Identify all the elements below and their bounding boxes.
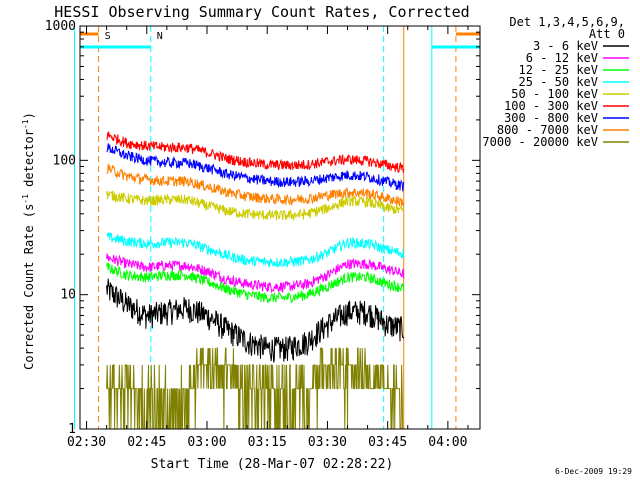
- axes: 1 10 100 1000 02:30 02:45 03:00 03:15 03:30 03:45…: [45, 19, 481, 450]
- footer-date: 6-Dec-2009 19:29: [555, 467, 632, 476]
- legend-label-3: 25 - 50 keV: [519, 75, 598, 89]
- series-line-1: [106, 253, 405, 294]
- x-tick-label: 03:00: [187, 435, 226, 450]
- y-tick-label: 1000: [45, 19, 76, 34]
- y-axis-label-end: ): [22, 112, 36, 119]
- y-tick-label: 1: [68, 422, 76, 437]
- plot-frame: [79, 25, 481, 430]
- x-tick-label: 03:45: [368, 435, 407, 450]
- marker-label-s: S: [105, 31, 111, 42]
- legend-label-0: 3 - 6 keV: [533, 39, 598, 53]
- marker-label-n: N: [157, 31, 163, 42]
- series-line-2: [106, 261, 405, 304]
- x-tick-label: 03:15: [248, 435, 287, 450]
- series-line-0: [106, 278, 405, 363]
- legend-label-8: 7000 - 20000 keV: [482, 135, 598, 149]
- x-tick-label: 02:45: [127, 435, 166, 450]
- legend-label-5: 100 - 300 keV: [504, 99, 598, 113]
- series-line-6: [106, 143, 405, 192]
- x-tick-label: 02:30: [67, 435, 106, 450]
- series-line-5: [106, 131, 405, 174]
- y-axis-label-text: Corrected Count Rate (s: [22, 204, 36, 370]
- x-axis-label: Start Time (28-Mar-07 02:28:22): [151, 457, 394, 472]
- y-axis-label: Corrected Count Rate (s-1 detector-1): [21, 112, 36, 370]
- y-axis-label-sup1: -1: [21, 194, 30, 204]
- y-tick-label: 100: [53, 153, 76, 168]
- legend-label-2: 12 - 25 keV: [519, 63, 598, 77]
- series-line-3: [106, 232, 405, 268]
- legend-label-1: 6 - 12 keV: [526, 51, 598, 65]
- series-line-7: [106, 163, 404, 207]
- legend-label-6: 300 - 800 keV: [504, 111, 598, 125]
- x-tick-label: 03:30: [308, 435, 347, 450]
- legend-label-7: 800 - 7000 keV: [497, 123, 598, 137]
- chart-title: HESSI Observing Summary Count Rates, Cor…: [54, 3, 469, 21]
- legend-label-4: 50 - 100 keV: [511, 87, 598, 101]
- x-tick-label: 04:00: [428, 435, 467, 450]
- y-axis-label-mid: detector: [22, 129, 36, 194]
- legend-title-attenuator: Att 0: [589, 27, 625, 41]
- y-tick-label: 10: [60, 288, 76, 303]
- y-axis-label-sup2: -1: [21, 119, 30, 129]
- series-line-4: [106, 190, 405, 221]
- legend-title-detectors: Det 1,3,4,5,6,9,: [509, 15, 625, 29]
